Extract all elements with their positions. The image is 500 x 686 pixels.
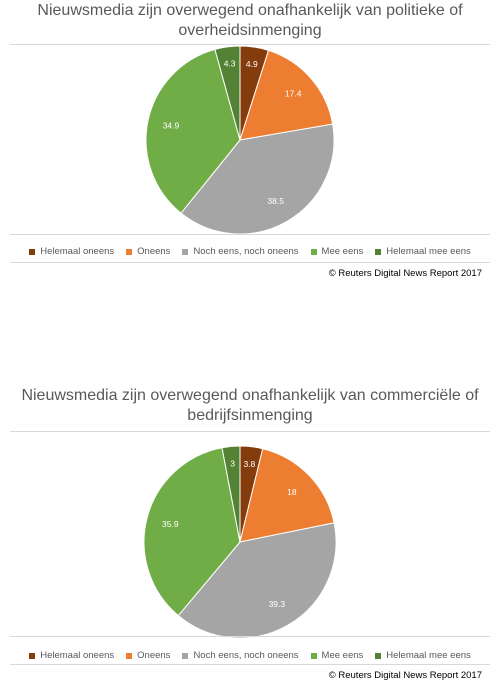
legend-item: Helemaal mee eens [375,246,471,257]
divider [10,636,490,637]
legend-item: Noch eens, noch oneens [182,650,299,661]
legend: Helemaal oneens Oneens Noch eens, noch o… [10,650,490,661]
legend-label: Mee eens [321,650,364,661]
slice-value-label: 4.9 [246,59,258,69]
legend-swatch [126,652,133,659]
legend-item: Helemaal oneens [29,650,114,661]
legend: Helemaal oneens Oneens Noch eens, noch o… [10,246,490,257]
legend-swatch [29,652,36,659]
pie-slice-3 [177,522,337,639]
pie-slice-3 [180,123,335,235]
legend-swatch [375,652,382,659]
pie-slice-5 [214,45,241,141]
slice-value-label: 17.4 [285,89,302,99]
legend-swatch [375,248,382,255]
divider [10,234,490,235]
chart-title: Nieuwsmedia zijn overwegend onafhankelij… [21,387,479,424]
legend-item: Oneens [126,246,170,257]
divider [10,262,490,263]
legend-label: Oneens [137,246,171,257]
legend-item: Mee eens [310,650,364,661]
slice-value-label: 34.9 [163,121,180,131]
legend-label: Oneens [137,650,171,661]
legend-swatch [310,248,317,255]
divider [10,664,490,665]
pie-slice-2 [239,448,335,543]
legend-label: Helemaal mee eens [386,246,471,257]
slice-value-label: 39.3 [269,599,286,609]
legend-item: Oneens [126,650,170,661]
slice-value-label: 35.9 [162,519,179,529]
legend-swatch [310,652,317,659]
legend-label: Mee eens [321,246,364,257]
pie-slice-2 [239,49,334,141]
legend-swatch [126,248,133,255]
chart-title: Nieuwsmedia zijn overwegend onafhankelij… [37,2,463,39]
legend-swatch [182,652,189,659]
pie-chart: 4.9 17.4 38.5 34.9 4.3 [145,45,335,235]
source-credit: © Reuters Digital News Report 2017 [328,268,482,279]
pie-slice-5 [221,445,241,543]
legend-swatch [29,248,36,255]
legend-label: Helemaal oneens [40,650,115,661]
legend-item: Helemaal oneens [29,246,114,257]
slice-value-label: 3 [230,459,235,469]
slice-value-label: 38.5 [267,196,284,206]
pie-chart: 3.8 18 39.3 35.9 3 [143,445,337,639]
legend-label: Helemaal oneens [40,246,115,257]
legend-label: Noch eens, noch oneens [193,246,299,257]
source-credit: © Reuters Digital News Report 2017 [328,670,482,681]
pie-slice-4 [145,48,241,214]
legend-item: Noch eens, noch oneens [182,246,299,257]
divider [10,44,490,45]
legend-item: Mee eens [310,246,364,257]
legend-label: Helemaal mee eens [386,650,471,661]
divider [10,431,490,432]
chart-panel-politiek: Nieuwsmedia zijn overwegend onafhankelij… [0,0,500,290]
slice-value-label: 18 [287,487,297,497]
legend-swatch [182,248,189,255]
legend-item: Helemaal mee eens [375,650,471,661]
legend-label: Noch eens, noch oneens [193,650,299,661]
slice-value-label: 3.8 [243,459,255,469]
pie-slice-4 [143,447,241,617]
slice-value-label: 4.3 [224,59,236,69]
chart-panel-commercieel: Nieuwsmedia zijn overwegend onafhankelij… [0,380,500,686]
